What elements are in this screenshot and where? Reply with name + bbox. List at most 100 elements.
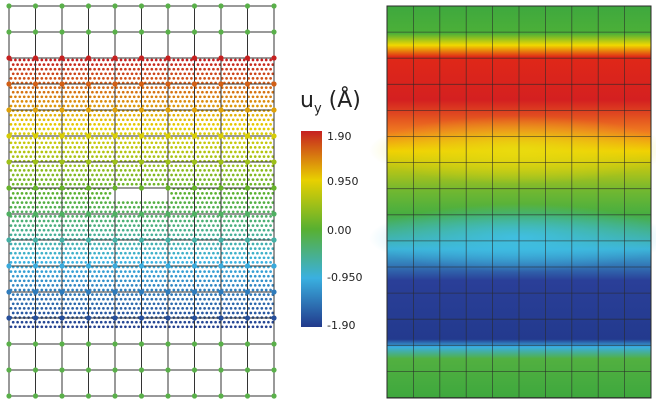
atom xyxy=(242,123,246,126)
atom xyxy=(161,63,165,66)
atom xyxy=(238,205,242,209)
atom xyxy=(11,118,15,122)
atom xyxy=(196,146,200,149)
atom xyxy=(18,205,22,209)
atom xyxy=(11,127,15,131)
atom xyxy=(77,90,81,94)
atom xyxy=(152,136,156,140)
atom xyxy=(124,132,127,135)
atom xyxy=(187,311,191,315)
atom xyxy=(88,123,92,126)
atom xyxy=(110,113,114,117)
mesh-node xyxy=(244,367,251,373)
atom xyxy=(163,270,167,273)
atom xyxy=(181,86,184,89)
atom xyxy=(117,146,121,149)
atom xyxy=(42,118,46,122)
atom xyxy=(14,77,17,80)
atom xyxy=(22,77,26,80)
atom xyxy=(154,123,158,126)
atom xyxy=(251,224,255,227)
atom xyxy=(55,192,59,195)
atom xyxy=(141,307,145,310)
atom xyxy=(157,247,160,250)
atom xyxy=(31,95,35,99)
atom xyxy=(64,256,68,260)
atom xyxy=(88,233,92,237)
atom xyxy=(22,251,26,255)
atom xyxy=(181,178,184,181)
atom xyxy=(82,219,85,223)
atom xyxy=(95,320,99,324)
atom xyxy=(130,63,134,66)
atom xyxy=(47,302,50,306)
atom xyxy=(205,100,209,103)
atom xyxy=(22,123,26,126)
atom xyxy=(40,279,44,283)
atom xyxy=(212,104,215,108)
atom xyxy=(110,251,114,255)
atom xyxy=(258,210,261,214)
atom xyxy=(249,173,253,177)
atom xyxy=(207,150,211,154)
atom xyxy=(271,311,275,315)
atom xyxy=(73,256,77,260)
atom xyxy=(36,104,39,108)
atom xyxy=(159,123,162,126)
atom xyxy=(152,311,156,315)
atom xyxy=(227,293,231,296)
atom xyxy=(253,173,257,177)
atom xyxy=(225,196,228,200)
atom xyxy=(220,104,224,108)
atom xyxy=(44,251,48,255)
atom xyxy=(220,86,224,89)
atom xyxy=(121,155,125,158)
atom xyxy=(64,146,68,149)
atom xyxy=(62,297,66,301)
atom xyxy=(25,284,28,287)
atom xyxy=(71,224,74,227)
atom xyxy=(29,182,33,186)
atom xyxy=(84,132,88,135)
atom xyxy=(172,270,176,273)
atom xyxy=(104,127,107,131)
atom xyxy=(170,302,173,306)
atom xyxy=(130,72,134,76)
atom xyxy=(71,233,74,237)
atom xyxy=(212,141,215,145)
atom xyxy=(146,113,149,117)
atom xyxy=(84,297,88,301)
atom xyxy=(102,123,105,126)
atom xyxy=(106,288,110,292)
atom xyxy=(262,100,266,103)
atom xyxy=(9,95,13,99)
atom xyxy=(256,325,259,329)
mesh-node xyxy=(165,159,171,165)
atom xyxy=(137,242,140,246)
atom xyxy=(11,182,15,186)
atom xyxy=(187,210,191,214)
atom xyxy=(154,67,158,71)
atom xyxy=(73,311,77,315)
atom xyxy=(236,256,239,260)
atom xyxy=(238,242,242,246)
atom xyxy=(205,118,209,122)
atom xyxy=(99,210,103,214)
atom xyxy=(95,63,99,66)
atom xyxy=(240,182,244,186)
atom xyxy=(84,77,88,80)
atom xyxy=(58,178,61,181)
atom xyxy=(106,242,110,246)
atom xyxy=(183,320,187,324)
atom xyxy=(27,141,30,145)
atom xyxy=(183,311,187,315)
atom xyxy=(11,63,15,66)
atom xyxy=(157,100,160,103)
atom xyxy=(82,90,85,94)
atom xyxy=(253,155,257,158)
atom xyxy=(49,251,52,255)
atom xyxy=(212,261,215,264)
atom xyxy=(49,261,52,264)
atom xyxy=(141,169,145,172)
atom xyxy=(128,58,132,62)
